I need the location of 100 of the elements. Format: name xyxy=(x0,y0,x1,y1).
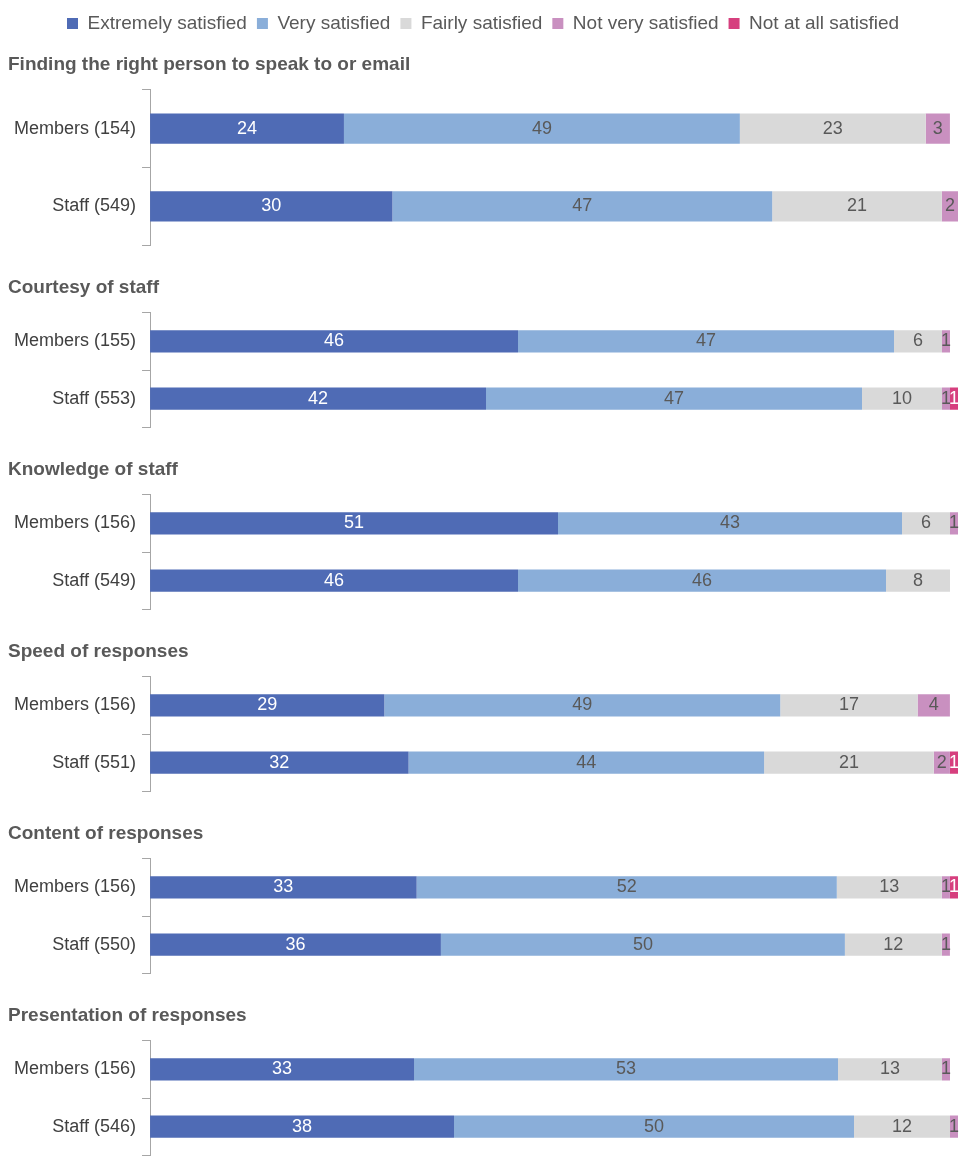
data-label: 29 xyxy=(257,694,278,715)
bar xyxy=(739,113,926,144)
bar xyxy=(854,1115,950,1138)
legend-label: Not very satisfied xyxy=(572,11,719,33)
data-label: 51 xyxy=(344,512,365,533)
chart-title: Finding the right person to speak to or email xyxy=(8,52,411,74)
bar xyxy=(150,191,393,222)
bar xyxy=(780,694,918,717)
bar xyxy=(414,1058,839,1081)
data-label: 46 xyxy=(692,569,713,590)
data-label: 50 xyxy=(644,1115,665,1136)
data-label: 32 xyxy=(269,751,290,772)
data-label: 6 xyxy=(920,512,932,533)
legend-label: Very satisfied xyxy=(277,11,391,33)
bar xyxy=(150,876,417,899)
data-label: 8 xyxy=(912,569,924,590)
data-label: 46 xyxy=(324,330,345,351)
y-tick-label: Members (156) xyxy=(13,1058,137,1079)
bar xyxy=(150,113,344,144)
y-tick-label: Staff (549) xyxy=(52,195,137,216)
data-label: 1 xyxy=(940,330,952,351)
data-label: 38 xyxy=(292,1115,313,1136)
data-label: 1 xyxy=(940,933,951,954)
data-label: 13 xyxy=(879,1058,901,1079)
data-label: 21 xyxy=(838,751,859,772)
data-label: 33 xyxy=(273,876,294,897)
bar xyxy=(384,694,781,717)
bar xyxy=(150,387,487,410)
y-tick-label: Members (156) xyxy=(13,876,137,897)
bar xyxy=(150,933,441,956)
y-tick-label: Staff (550) xyxy=(52,933,137,954)
data-label: 50 xyxy=(632,933,653,954)
y-tick-label: Members (156) xyxy=(13,694,137,715)
bar xyxy=(917,694,950,717)
bar xyxy=(558,512,902,535)
y-tick-label: Members (156) xyxy=(13,512,137,533)
data-label: 13 xyxy=(879,876,900,897)
y-tick-label: Staff (551) xyxy=(52,751,137,772)
bar xyxy=(150,751,409,774)
data-label: 6 xyxy=(912,330,924,351)
data-label: 33 xyxy=(272,1058,293,1079)
legend-label: Not at all satisfied xyxy=(749,11,900,33)
data-label: 2 xyxy=(936,751,947,772)
bar xyxy=(838,1058,942,1081)
chart-title: Speed of responses xyxy=(8,639,189,661)
data-label: 1 xyxy=(948,1115,960,1136)
bar xyxy=(150,569,519,592)
data-label: 1 xyxy=(948,512,960,533)
bar xyxy=(764,751,934,774)
data-label: 44 xyxy=(576,751,597,772)
bar xyxy=(440,933,845,956)
data-label: 24 xyxy=(236,117,258,138)
data-label: 3 xyxy=(932,117,943,138)
bar xyxy=(902,512,950,535)
bar xyxy=(844,933,942,956)
data-label: 53 xyxy=(616,1058,637,1079)
y-tick-label: Staff (553) xyxy=(52,387,137,408)
bar xyxy=(894,330,942,353)
bar xyxy=(518,330,894,353)
bar xyxy=(392,191,773,222)
bar xyxy=(772,191,942,222)
bar xyxy=(486,387,862,410)
data-label: 1 xyxy=(940,1058,952,1079)
bar xyxy=(862,387,942,410)
bar xyxy=(518,569,886,592)
data-label: 46 xyxy=(324,569,345,590)
data-label: 1 xyxy=(948,751,959,772)
data-label: 23 xyxy=(822,117,843,138)
data-label: 52 xyxy=(616,876,637,897)
bar xyxy=(150,1115,455,1138)
bar xyxy=(150,1058,415,1081)
chart-title: Presentation of responses xyxy=(8,1003,247,1025)
data-label: 1 xyxy=(940,876,951,897)
data-label: 12 xyxy=(891,1115,913,1136)
bar xyxy=(408,751,765,774)
bar xyxy=(416,876,837,899)
bar xyxy=(343,113,740,144)
y-tick-label: Staff (546) xyxy=(52,1115,137,1136)
y-tick-label: Staff (549) xyxy=(52,569,137,590)
chart-title: Courtesy of staff xyxy=(8,275,160,297)
data-label: 2 xyxy=(944,195,955,216)
bar xyxy=(454,1115,855,1138)
data-label: 4 xyxy=(928,694,939,715)
data-label: 43 xyxy=(719,512,741,533)
bar xyxy=(886,569,950,592)
bar xyxy=(925,113,950,144)
data-label: 49 xyxy=(531,117,552,138)
chart-title: Knowledge of staff xyxy=(8,457,179,479)
data-label: 47 xyxy=(696,330,717,351)
legend-label: Fairly satisfied xyxy=(420,11,543,33)
bar xyxy=(150,330,519,353)
legend-label: Extremely satisfied xyxy=(87,11,247,33)
bar xyxy=(836,876,942,899)
data-label: 30 xyxy=(261,195,282,216)
data-label: 42 xyxy=(308,387,329,408)
y-tick-label: Members (154) xyxy=(13,117,137,138)
data-label: 49 xyxy=(572,694,593,715)
data-label: 36 xyxy=(285,933,306,954)
y-tick-label: Members (155) xyxy=(13,330,137,351)
data-label: 21 xyxy=(846,195,868,216)
